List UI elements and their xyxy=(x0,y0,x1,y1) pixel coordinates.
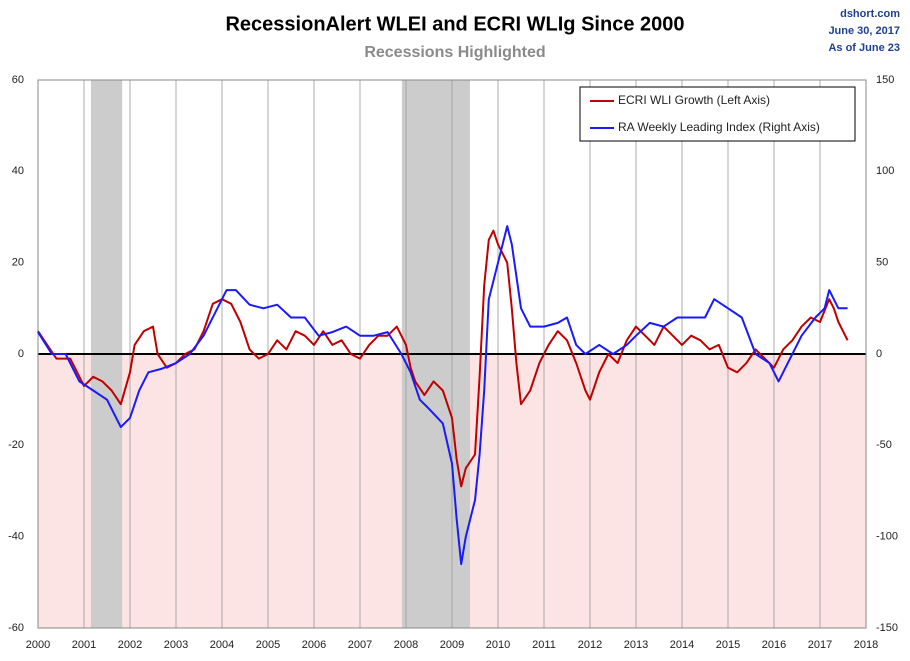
y-tick-label: 20 xyxy=(12,257,24,269)
x-tick-label: 2010 xyxy=(486,639,510,651)
x-tick-label: 2014 xyxy=(670,639,694,651)
y2-tick-label: -100 xyxy=(876,531,898,543)
x-tick-label: 2007 xyxy=(348,639,372,651)
x-tick-label: 2006 xyxy=(302,639,326,651)
source: June 30, 2017 xyxy=(828,25,900,37)
x-tick-label: 2018 xyxy=(854,639,878,651)
y2-tick-label: 50 xyxy=(876,257,888,269)
x-tick-label: 2013 xyxy=(624,639,648,651)
chart-subtitle: Recessions Highlighted xyxy=(364,44,545,61)
y-tick-label: -60 xyxy=(8,622,24,634)
y-tick-label: -20 xyxy=(8,439,24,451)
x-tick-label: 2000 xyxy=(26,639,50,651)
series-line xyxy=(37,225,848,566)
x-tick-label: 2004 xyxy=(210,639,234,651)
y2-tick-label: 0 xyxy=(876,348,882,360)
y-tick-label: 0 xyxy=(18,348,24,360)
legend-label: ECRI WLI Growth (Left Axis) xyxy=(618,93,770,107)
x-tick-label: 2009 xyxy=(440,639,464,651)
source: As of June 23 xyxy=(828,42,900,54)
x-tick-label: 2002 xyxy=(118,639,142,651)
y2-tick-label: -150 xyxy=(876,622,898,634)
x-tick-label: 2016 xyxy=(762,639,786,651)
y2-tick-label: -50 xyxy=(876,439,892,451)
y-tick-label: 60 xyxy=(12,74,24,86)
legend-box xyxy=(579,86,856,142)
x-tick-label: 2017 xyxy=(808,639,832,651)
x-tick-label: 2012 xyxy=(578,639,602,651)
x-tick-label: 2003 xyxy=(164,639,188,651)
plot-border xyxy=(37,79,867,629)
y2-tick-label: 150 xyxy=(876,74,894,86)
series-line xyxy=(37,229,849,488)
x-tick-label: 2011 xyxy=(532,639,556,651)
x-tick-label: 2005 xyxy=(256,639,280,651)
x-tick-label: 2008 xyxy=(394,639,418,651)
legend-label: RA Weekly Leading Index (Right Axis) xyxy=(618,120,820,134)
y-tick-label: -40 xyxy=(8,531,24,543)
y2-tick-label: 100 xyxy=(876,165,894,177)
x-tick-label: 2015 xyxy=(716,639,740,651)
chart-title: RecessionAlert WLEI and ECRI WLIg Since … xyxy=(225,13,684,35)
y-tick-label: 40 xyxy=(12,165,24,177)
source: dshort.com xyxy=(840,8,900,20)
x-tick-label: 2001 xyxy=(72,639,96,651)
